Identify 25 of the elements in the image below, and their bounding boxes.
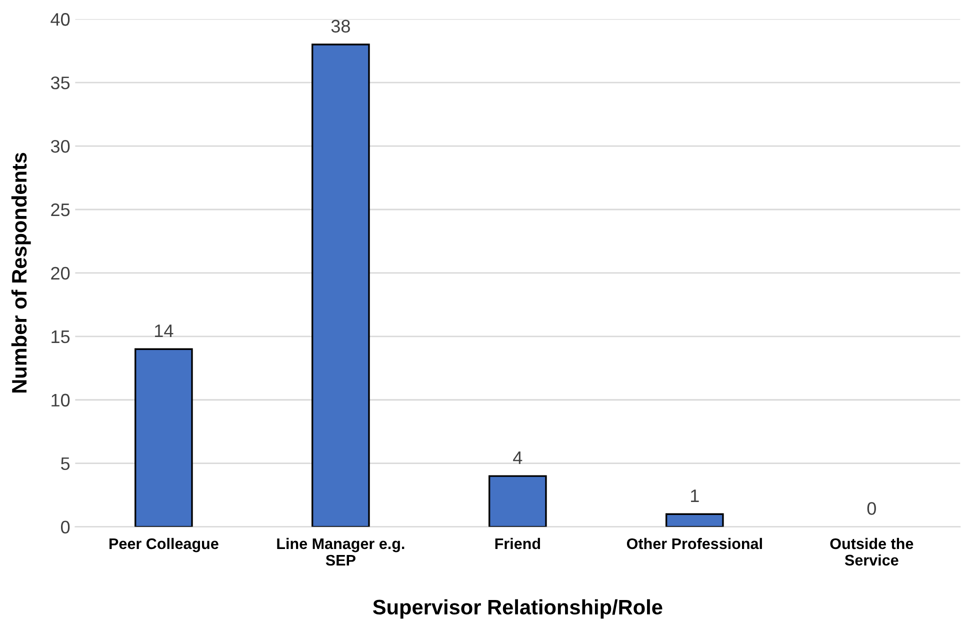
- y-tick-label: 25: [51, 203, 70, 216]
- x-tick-label: Outside the Service: [830, 538, 914, 566]
- y-tick-label: 5: [61, 457, 70, 470]
- y-tick-label: 40: [50, 13, 70, 26]
- y-axis-title: Number of Respondents: [11, 152, 31, 393]
- y-tick-label: 10: [52, 394, 70, 407]
- bar: [666, 513, 724, 527]
- y-tick-label: 15: [52, 330, 70, 344]
- x-tick-label: Other Professional: [626, 538, 762, 550]
- data-label: 14: [155, 324, 174, 338]
- y-tick-label: 0: [60, 520, 70, 534]
- bar: [312, 44, 370, 527]
- y-tick-label: 30: [50, 140, 70, 153]
- data-label: 4: [513, 452, 522, 464]
- bar: [488, 475, 547, 527]
- data-label: 1: [691, 490, 699, 502]
- x-tick-label: Friend: [495, 538, 540, 550]
- y-tick-label: 20: [51, 266, 70, 280]
- bar: [134, 348, 193, 527]
- x-axis-title: Supervisor Relationship/Role: [372, 599, 662, 619]
- x-tick-label: Line Manager e.g. SEP: [277, 538, 404, 566]
- data-label: 38: [331, 20, 350, 33]
- data-label: 0: [867, 502, 876, 515]
- x-tick-label: Peer Colleague: [110, 538, 218, 552]
- y-tick-label: 35: [50, 76, 70, 90]
